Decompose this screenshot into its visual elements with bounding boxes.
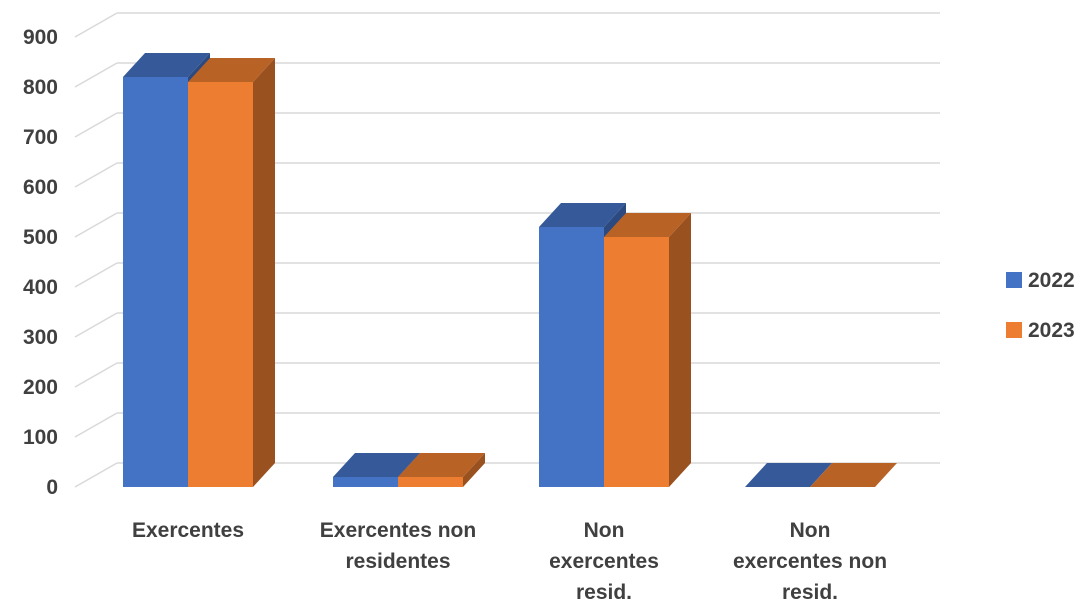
bar-top [745, 463, 832, 487]
gridline-diagonal [74, 262, 118, 288]
gridline-diagonal [74, 212, 118, 238]
bar-top [188, 58, 275, 82]
bar-front [188, 82, 253, 487]
bars [123, 53, 897, 487]
gridline-diagonal [74, 162, 118, 188]
y-tick-label: 100 [23, 426, 58, 449]
y-tick-label: 700 [23, 126, 58, 149]
y-tick-label: 800 [23, 76, 58, 99]
legend: 2022 2023 [1006, 269, 1075, 342]
bar-side [669, 213, 691, 487]
bar-2022-3 [745, 463, 832, 487]
gridline-diagonal [74, 462, 118, 488]
bar-2023-1 [398, 453, 485, 487]
bar-side [253, 58, 275, 487]
bar-2023-0 [188, 58, 275, 487]
gridline-diagonal [74, 12, 118, 38]
bar-2023-2 [604, 213, 691, 487]
y-tick-label: 600 [23, 176, 58, 199]
gridline-diagonal [74, 112, 118, 138]
legend-label-2023: 2023 [1028, 319, 1075, 342]
bar-top [333, 453, 420, 477]
bar-top [123, 53, 210, 77]
bar-front [123, 77, 188, 487]
bar-top [539, 203, 626, 227]
bar-2023-3 [810, 463, 897, 487]
bar-top [604, 213, 691, 237]
legend-swatch-2022 [1006, 272, 1022, 288]
x-category-label: Non exercentes resid. [549, 519, 659, 604]
y-tick-label: 200 [23, 376, 58, 399]
bar-front [333, 477, 398, 487]
x-axis-category-labels: Exercentes Exercentes non residentes Non exe… [132, 519, 887, 604]
bar-top [398, 453, 485, 477]
bar-side [463, 453, 485, 487]
y-tick-label: 500 [23, 226, 58, 249]
bar-front [604, 237, 669, 487]
gridline-diagonal [74, 412, 118, 438]
y-axis-tick-labels: 0 100 200 300 400 500 600 700 800 900 [23, 26, 58, 499]
bar-front [539, 227, 604, 487]
y-tick-label: 0 [46, 476, 58, 499]
x-category-label: Exercentes [132, 519, 244, 542]
y-tick-label: 900 [23, 26, 58, 49]
gridline-diagonal [74, 362, 118, 388]
legend-label-2022: 2022 [1028, 269, 1075, 292]
gridline-diagonal [74, 312, 118, 338]
y-tick-label: 300 [23, 326, 58, 349]
bar-front [398, 477, 463, 487]
gridline-diagonal [74, 62, 118, 88]
y-tick-label: 400 [23, 276, 58, 299]
x-category-label: Non exercentes non resid. [733, 519, 887, 604]
x-category-label: Exercentes non residentes [320, 519, 476, 573]
bar-top [810, 463, 897, 487]
legend-swatch-2023 [1006, 322, 1022, 338]
